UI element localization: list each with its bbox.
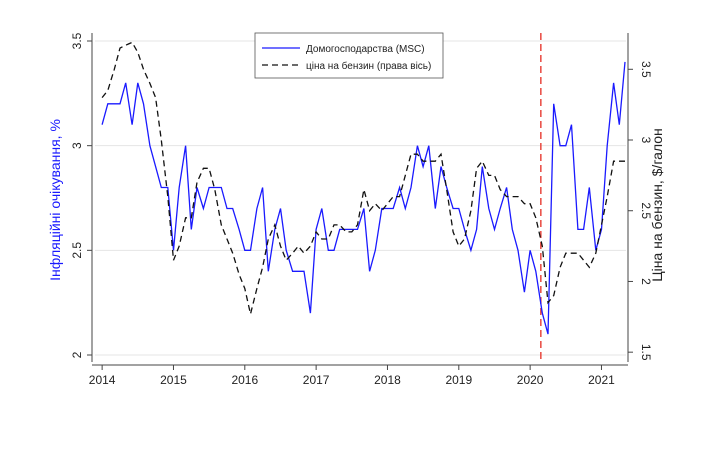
x-tick-label: 2019 — [445, 373, 472, 387]
x-tick-label: 2017 — [303, 373, 330, 387]
y2-tick-label: 2 — [639, 278, 653, 285]
y-tick-label: 3 — [70, 142, 84, 149]
legend-label: ціна на бензин (права вісь) — [306, 60, 431, 72]
y2-tick-label: 3.5 — [639, 61, 653, 78]
legend-box — [254, 32, 444, 79]
y2-tick-label: 2.5 — [639, 202, 653, 219]
y2-tick-label: 1.5 — [639, 344, 653, 361]
x-tick-label: 2016 — [231, 373, 258, 387]
y-tick-label: 2 — [70, 351, 84, 358]
legend-label: Домогосподарства (MSC) — [306, 44, 425, 55]
y2-tick-label: 3 — [639, 137, 653, 144]
y2-axis-title: Ціна на бензин, $/галон — [649, 128, 665, 282]
y-tick-label: 2.5 — [70, 242, 84, 259]
x-tick-label: 2014 — [89, 373, 116, 387]
series-line — [101, 41, 625, 315]
x-tick-label: 2015 — [160, 373, 187, 387]
y-tick-label: 3.5 — [70, 32, 84, 49]
y-axis-title: Інфляційні очікування, % — [47, 119, 63, 281]
x-tick-label: 2021 — [588, 373, 615, 387]
series-line — [101, 61, 626, 335]
x-tick-label: 2018 — [374, 373, 401, 387]
x-tick-label: 2020 — [517, 373, 544, 387]
legend: Домогосподарства (MSC) ціна на бензин (пр… — [254, 32, 444, 79]
